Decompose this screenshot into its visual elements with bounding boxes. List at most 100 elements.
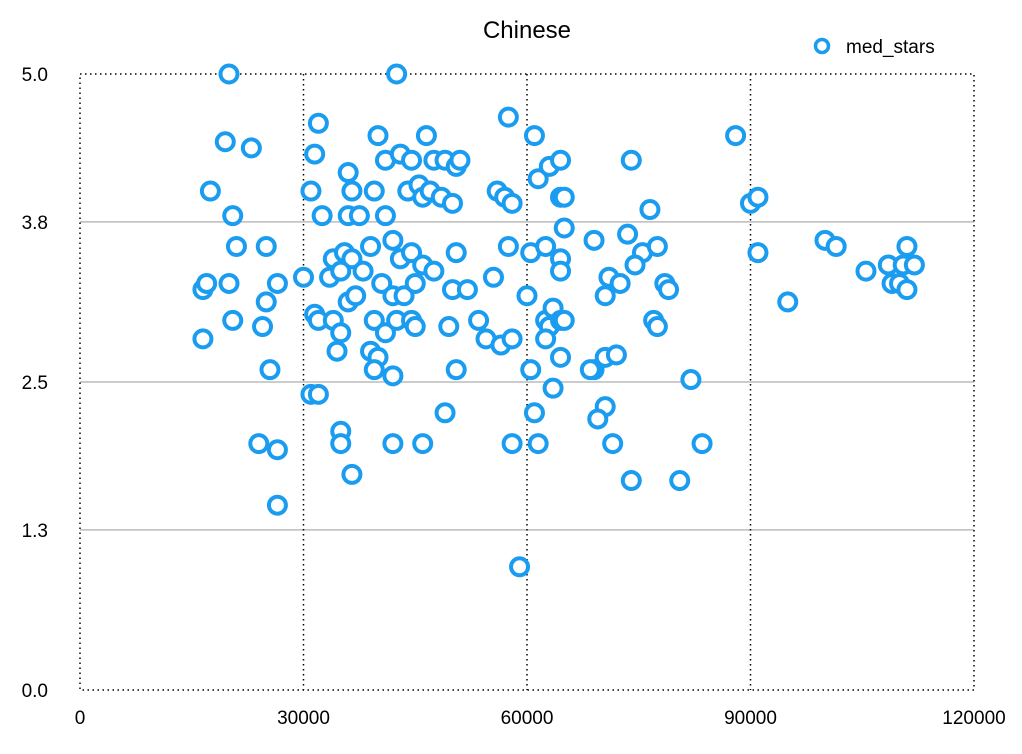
scatter-point — [370, 127, 387, 144]
scatter-point — [269, 441, 286, 458]
scatter-point — [682, 371, 699, 388]
scatter-point — [221, 275, 238, 292]
scatter-point — [500, 109, 517, 126]
legend: med_stars — [816, 37, 935, 58]
scatter-point — [355, 263, 372, 280]
scatter-point — [448, 244, 465, 261]
scatter-point — [906, 256, 923, 273]
scatter-point — [366, 361, 383, 378]
scatter-point — [228, 238, 245, 255]
scatter-point — [224, 312, 241, 329]
scatter-point — [828, 238, 845, 255]
scatter-point — [641, 201, 658, 218]
scatter-point — [310, 386, 327, 403]
scatter-point — [500, 238, 517, 255]
scatter-point — [414, 435, 431, 452]
scatter-point — [194, 330, 211, 347]
scatter-point — [448, 361, 465, 378]
scatter-point — [418, 127, 435, 144]
scatter-point — [526, 127, 543, 144]
scatter-point — [332, 263, 349, 280]
x-tick-label: 30000 — [277, 708, 330, 729]
scatter-point — [749, 244, 766, 261]
scatter-point — [556, 312, 573, 329]
scatter-point — [351, 207, 368, 224]
scatter-point — [552, 349, 569, 366]
scatter-point — [504, 330, 521, 347]
scatter-point — [552, 263, 569, 280]
scatter-point — [425, 263, 442, 280]
scatter-point — [269, 275, 286, 292]
scatter-point — [556, 189, 573, 206]
scatter-point — [221, 66, 238, 83]
scatter-point — [217, 133, 234, 150]
scatter-point — [898, 281, 915, 298]
scatter-point — [612, 275, 629, 292]
scatter-point — [384, 367, 401, 384]
scatter-point — [470, 312, 487, 329]
scatter-point — [660, 281, 677, 298]
scatter-point — [224, 207, 241, 224]
scatter-point — [857, 263, 874, 280]
grid — [80, 74, 974, 690]
legend-marker — [816, 40, 829, 53]
scatter-point — [329, 343, 346, 360]
y-tick-label: 3.8 — [22, 213, 48, 234]
scatter-point — [332, 324, 349, 341]
x-tick-label: 90000 — [724, 708, 777, 729]
scatter-point — [586, 232, 603, 249]
y-axis: 0.0 1.3 2.5 3.8 5.0 — [22, 65, 48, 702]
scatter-point — [898, 238, 915, 255]
scatter-point — [243, 139, 260, 156]
scatter-point — [623, 472, 640, 489]
scatter-point — [258, 293, 275, 310]
scatter-point — [485, 269, 502, 286]
scatter-point — [302, 183, 319, 200]
scatter-point — [627, 256, 644, 273]
scatter-point — [522, 361, 539, 378]
scatter-point — [407, 318, 424, 335]
scatter-point — [608, 346, 625, 363]
scatter-point — [388, 66, 405, 83]
scatter-point — [504, 195, 521, 212]
scatter-point — [671, 472, 688, 489]
scatter-point — [623, 152, 640, 169]
scatter-point — [545, 380, 562, 397]
scatter-point — [269, 497, 286, 514]
x-axis: 0 30000 60000 90000 120000 — [75, 708, 1006, 729]
scatter-point — [519, 287, 536, 304]
scatter-point — [384, 232, 401, 249]
scatter-point — [407, 275, 424, 292]
y-tick-label: 2.5 — [22, 373, 48, 394]
scatter-point — [437, 404, 454, 421]
scatter-point — [537, 238, 554, 255]
scatter-point — [451, 152, 468, 169]
scatter-point — [403, 152, 420, 169]
scatter-point — [526, 404, 543, 421]
scatter-point — [440, 318, 457, 335]
scatter-point — [619, 226, 636, 243]
x-tick-label: 0 — [75, 708, 86, 729]
scatter-point — [556, 220, 573, 237]
scatter-point — [261, 361, 278, 378]
scatter-point — [362, 238, 379, 255]
scatter-point — [306, 146, 323, 163]
scatter-point — [384, 435, 401, 452]
scatter-point — [343, 466, 360, 483]
scatter-point — [511, 558, 528, 575]
scatter-point — [366, 183, 383, 200]
scatter-point — [343, 183, 360, 200]
scatter-point — [749, 189, 766, 206]
scatter-point — [649, 238, 666, 255]
scatter-point — [332, 435, 349, 452]
scatter-point — [604, 435, 621, 452]
x-tick-label: 120000 — [942, 708, 1005, 729]
scatter-point — [582, 361, 599, 378]
scatter-point — [250, 435, 267, 452]
scatter-point — [589, 410, 606, 427]
chart-title: Chinese — [483, 17, 571, 44]
x-tick-label: 60000 — [501, 708, 554, 729]
y-tick-label: 0.0 — [22, 681, 48, 702]
scatter-point — [254, 318, 271, 335]
